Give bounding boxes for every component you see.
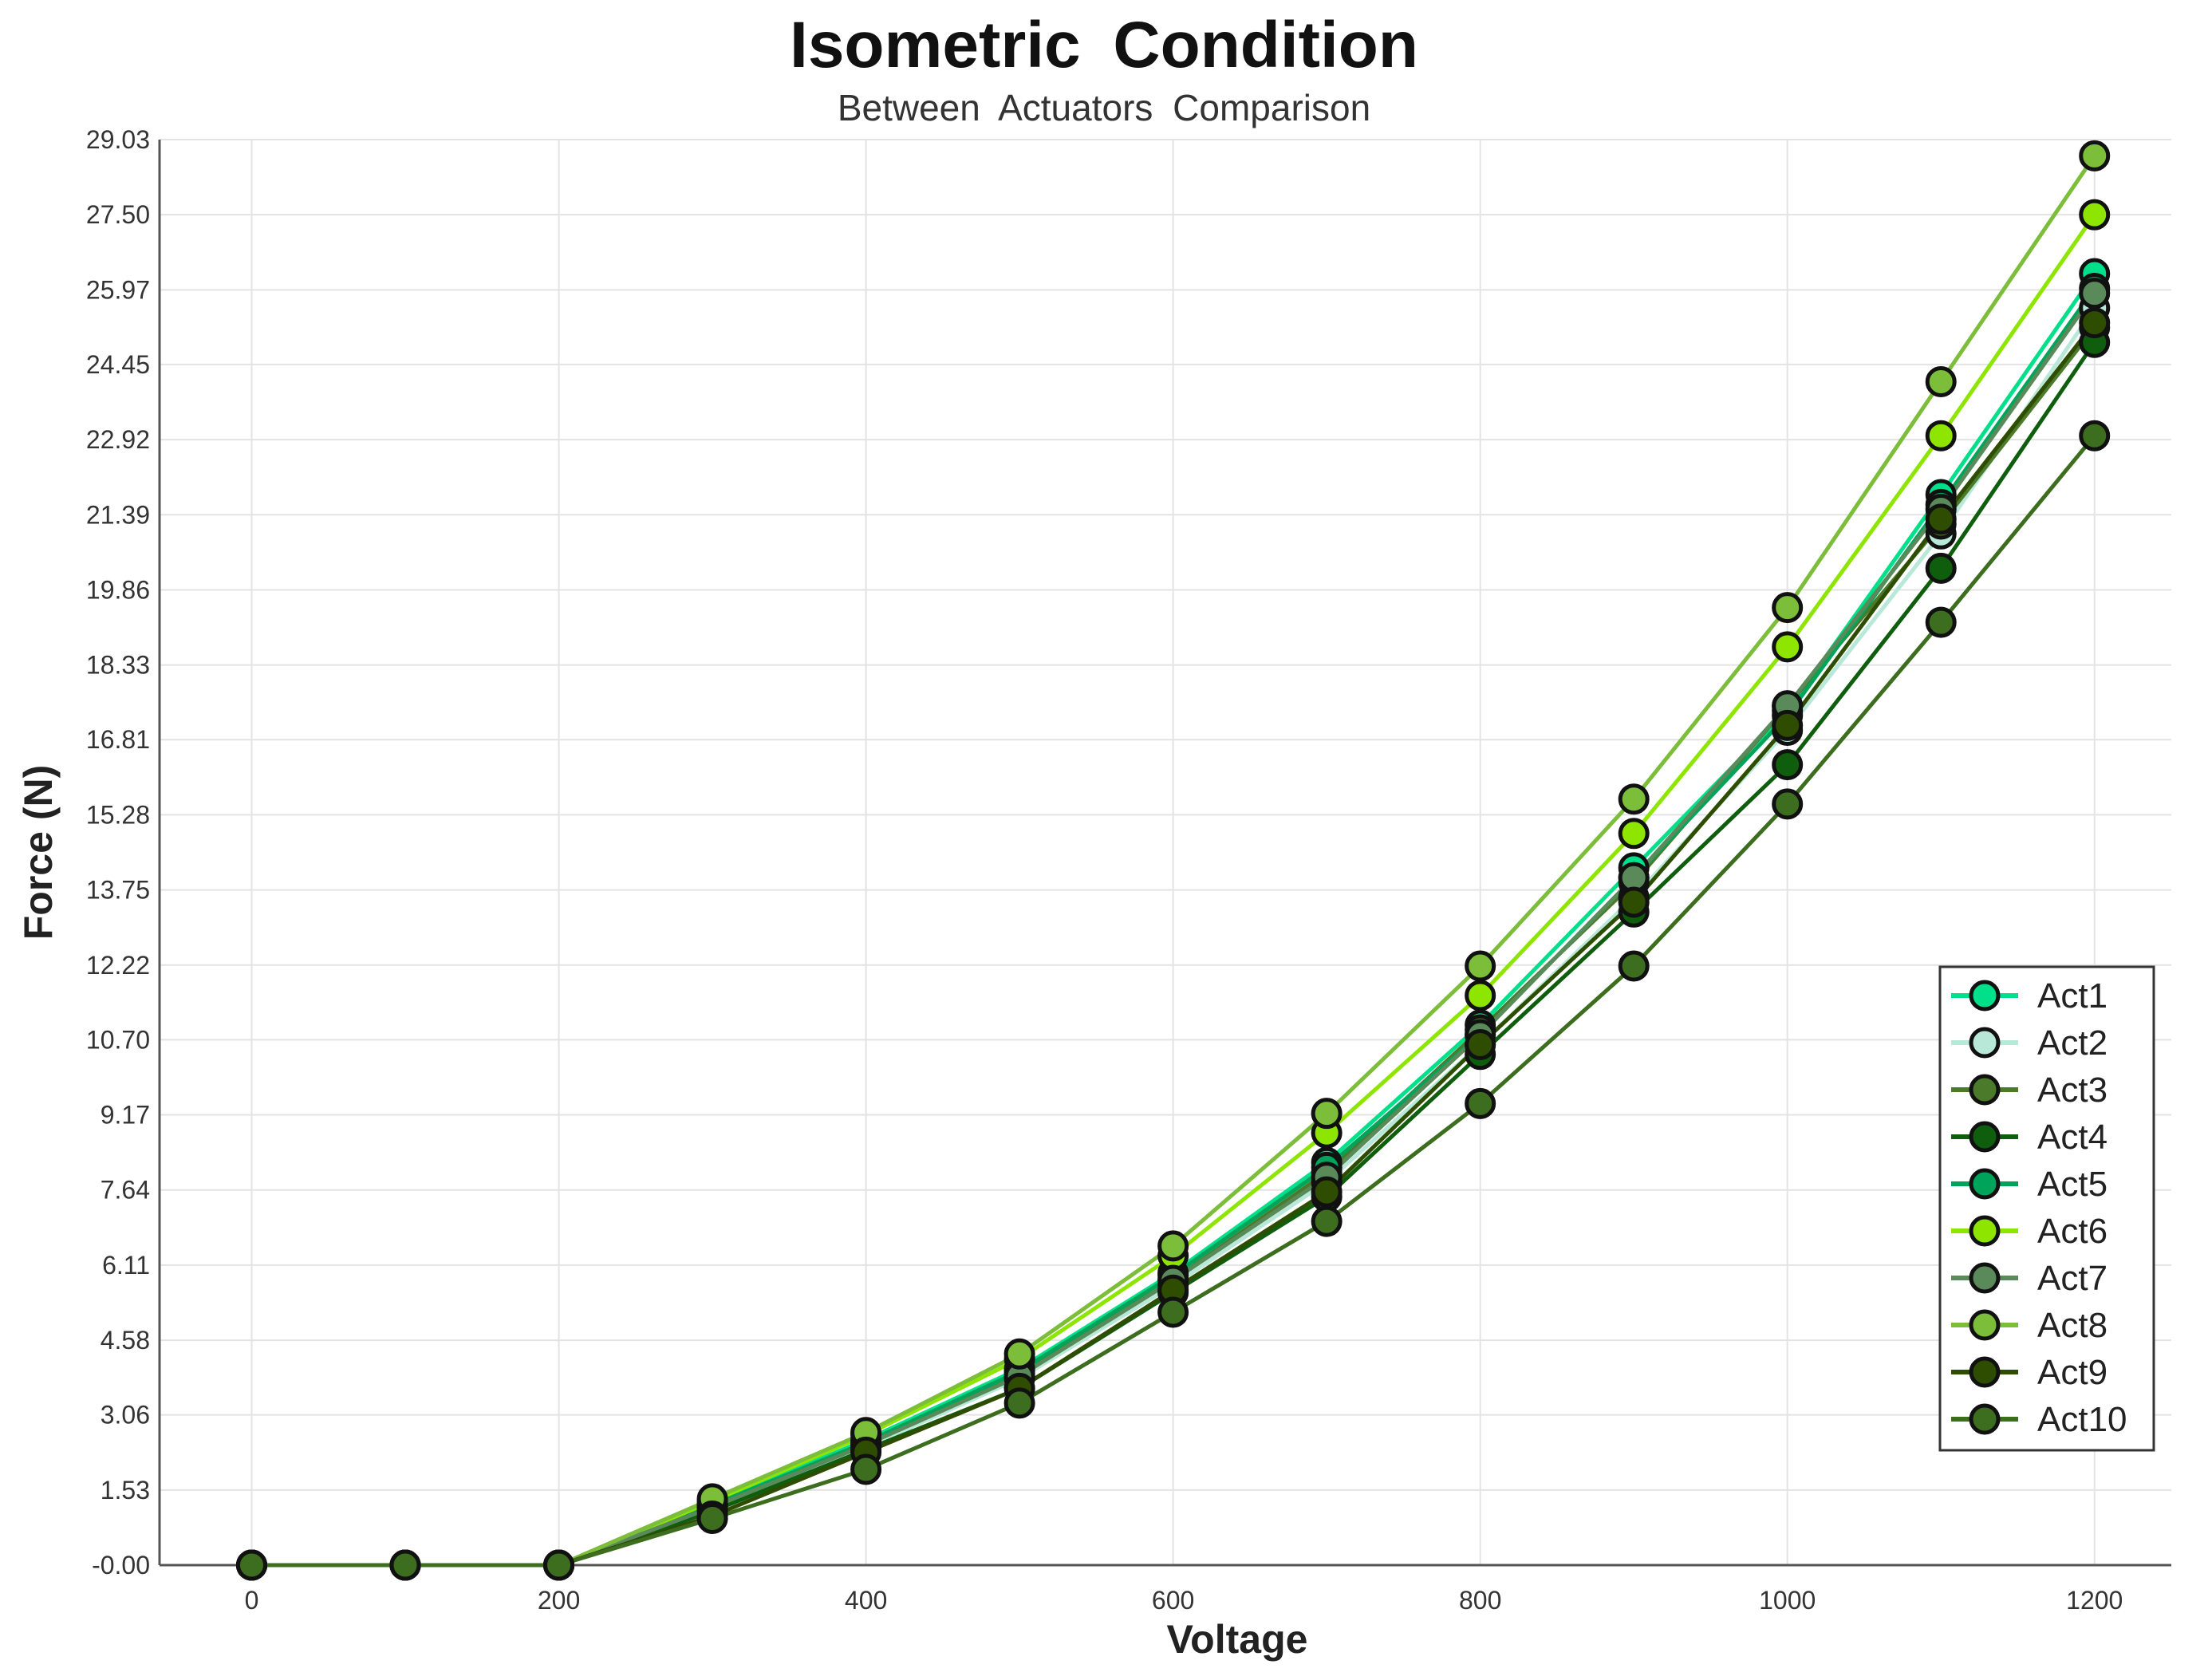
data-point-act10	[2079, 420, 2111, 452]
legend-marker-act9	[1969, 1356, 2001, 1388]
data-point-act6	[1925, 420, 1957, 452]
legend-marker-act3	[1969, 1074, 2001, 1106]
data-point-act8	[1772, 592, 1804, 624]
data-point-act10	[1003, 1387, 1035, 1419]
data-point-act9	[1925, 503, 1957, 535]
data-point-act10	[1618, 950, 1650, 982]
x-tick-label: 400	[845, 1586, 887, 1615]
data-point-act4	[1925, 552, 1957, 584]
y-tick-label: 24.45	[86, 350, 150, 379]
data-point-act8	[1465, 950, 1496, 982]
y-tick-label: -0.00	[92, 1551, 150, 1579]
data-point-act6	[1465, 980, 1496, 1012]
legend-marker-act8	[1969, 1309, 2001, 1341]
data-point-act8	[1925, 365, 1957, 397]
data-point-act6	[1618, 818, 1650, 850]
legend-marker-act2	[1969, 1027, 2001, 1059]
x-axis-label: Voltage	[1167, 1617, 1308, 1662]
legend-label-act2: Act2	[2037, 1023, 2107, 1063]
chart-title: Isometric Condition	[790, 9, 1418, 81]
y-tick-label: 3.06	[101, 1401, 150, 1430]
data-point-act10	[389, 1549, 421, 1581]
legend-label-act3: Act3	[2037, 1071, 2107, 1110]
y-axis-label: Force (N)	[16, 765, 61, 940]
data-point-act8	[1157, 1230, 1189, 1262]
legend-label-act4: Act4	[2037, 1118, 2107, 1157]
data-point-act8	[1618, 783, 1650, 815]
x-tick-label: 800	[1459, 1586, 1501, 1615]
y-tick-label: 25.97	[86, 275, 150, 304]
data-point-act8	[2079, 140, 2111, 172]
data-point-act9	[2079, 307, 2111, 339]
data-point-act6	[2079, 199, 2111, 231]
y-tick-label: 13.75	[86, 876, 150, 905]
x-tick-label: 200	[538, 1586, 580, 1615]
y-tick-label: 19.86	[86, 575, 150, 604]
data-point-act9	[1772, 709, 1804, 741]
x-tick-label: 1200	[2066, 1586, 2123, 1615]
y-tick-label: 1.53	[101, 1476, 150, 1505]
data-point-act10	[850, 1453, 882, 1485]
legend-label-act6: Act6	[2037, 1212, 2107, 1251]
data-point-act10	[236, 1549, 268, 1581]
legend-label-act10: Act10	[2037, 1400, 2127, 1439]
x-tick-label: 600	[1152, 1586, 1194, 1615]
legend-marker-act6	[1969, 1215, 2001, 1247]
legend-marker-act10	[1969, 1403, 2001, 1435]
y-tick-label: 29.03	[86, 125, 150, 154]
data-point-act7	[2079, 278, 2111, 310]
data-point-act10	[1311, 1205, 1343, 1237]
legend-marker-act1	[1969, 980, 2001, 1012]
y-tick-label: 4.58	[101, 1326, 150, 1355]
y-tick-label: 15.28	[86, 800, 150, 829]
x-tick-label: 1000	[1759, 1586, 1816, 1615]
data-point-act10	[1465, 1087, 1496, 1119]
data-point-act10	[543, 1549, 575, 1581]
data-point-act8	[1311, 1098, 1343, 1130]
y-tick-label: 9.17	[101, 1101, 150, 1130]
legend-label-act5: Act5	[2037, 1165, 2107, 1204]
data-point-act10	[1772, 788, 1804, 820]
data-point-act9	[1618, 886, 1650, 918]
legend-marker-act7	[1969, 1262, 2001, 1294]
data-point-act9	[1465, 1028, 1496, 1060]
data-point-act9	[1311, 1176, 1343, 1208]
y-tick-label: 16.81	[86, 725, 150, 754]
legend-label-act9: Act9	[2037, 1353, 2107, 1392]
y-tick-label: 18.33	[86, 651, 150, 680]
legend-label-act8: Act8	[2037, 1306, 2107, 1345]
y-tick-label: 21.39	[86, 500, 150, 529]
legend-marker-act5	[1969, 1168, 2001, 1200]
data-point-act10	[1157, 1296, 1189, 1328]
x-tick-label: 0	[245, 1586, 259, 1615]
y-tick-label: 12.22	[86, 951, 150, 980]
data-point-act10	[696, 1503, 728, 1535]
data-point-act10	[1925, 606, 1957, 638]
y-tick-label: 6.11	[102, 1251, 150, 1280]
legend-marker-act4	[1969, 1121, 2001, 1153]
y-tick-label: 7.64	[101, 1176, 150, 1205]
y-tick-label: 10.70	[86, 1025, 150, 1054]
data-point-act6	[1772, 631, 1804, 663]
legend-label-act7: Act7	[2037, 1259, 2107, 1298]
y-tick-label: 22.92	[86, 425, 150, 454]
legend-label-act1: Act1	[2037, 976, 2107, 1015]
data-point-act8	[1003, 1338, 1035, 1370]
y-tick-label: 27.50	[86, 200, 150, 229]
chart-subtitle: Between Actuators Comparison	[837, 87, 1371, 128]
data-point-act4	[1772, 749, 1804, 781]
